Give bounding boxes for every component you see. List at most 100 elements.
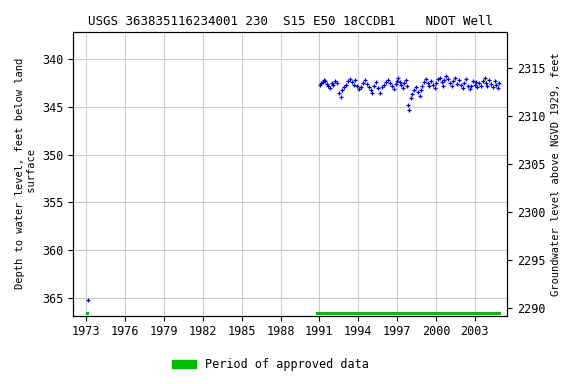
Point — [404, 102, 413, 108]
Point — [402, 83, 411, 89]
Point — [395, 79, 404, 85]
Point — [338, 87, 347, 93]
Point — [353, 83, 362, 89]
Point — [443, 76, 452, 82]
Point — [479, 78, 488, 84]
Point — [349, 81, 358, 88]
Point — [324, 83, 333, 89]
Point — [396, 81, 406, 88]
Point — [473, 83, 482, 89]
Point — [480, 75, 489, 81]
Point — [453, 81, 462, 87]
Point — [406, 95, 415, 101]
Point — [380, 81, 389, 88]
Y-axis label: Depth to water level, feet below land
 surface: Depth to water level, feet below land su… — [15, 58, 37, 290]
Point — [399, 84, 408, 91]
Point — [368, 90, 377, 96]
Point — [475, 79, 484, 86]
Point — [342, 81, 351, 88]
Point — [345, 76, 354, 82]
Point — [484, 77, 494, 83]
Point — [454, 77, 463, 83]
Point — [490, 78, 499, 84]
Point — [477, 83, 486, 89]
Point — [467, 83, 476, 89]
Point — [468, 78, 478, 84]
Point — [405, 106, 414, 113]
Point — [326, 84, 335, 91]
Point — [321, 78, 330, 84]
Point — [384, 77, 393, 83]
Point — [456, 81, 465, 88]
Point — [419, 79, 429, 85]
Point — [317, 79, 326, 86]
Point — [470, 81, 479, 88]
Point — [459, 79, 468, 86]
Point — [392, 78, 401, 84]
Point — [347, 79, 357, 85]
Point — [370, 83, 379, 89]
Point — [438, 83, 448, 89]
Title: USGS 363835116234001 230  S15 E50 18CCDB1    NDOT Well: USGS 363835116234001 230 S15 E50 18CCDB1… — [88, 15, 492, 28]
Point — [354, 86, 363, 93]
Point — [407, 91, 416, 97]
Point — [435, 75, 445, 81]
Point — [416, 87, 426, 93]
Point — [488, 83, 498, 89]
Point — [328, 81, 338, 88]
Point — [418, 83, 427, 89]
Point — [381, 79, 391, 85]
Point — [364, 83, 373, 89]
Point — [358, 79, 367, 86]
Point — [442, 73, 451, 79]
Legend: Period of approved data: Period of approved data — [168, 354, 374, 376]
Point — [447, 83, 456, 89]
Point — [431, 79, 441, 86]
Point — [385, 79, 395, 86]
Bar — [86, 312, 89, 314]
Bar — [316, 312, 501, 314]
Point — [389, 86, 399, 93]
Point — [350, 77, 359, 83]
Point — [472, 79, 481, 85]
Point — [481, 79, 490, 86]
Point — [343, 78, 353, 84]
Point — [413, 89, 422, 95]
Point — [486, 81, 495, 87]
Point — [411, 83, 420, 89]
Point — [319, 77, 328, 83]
Point — [387, 83, 396, 89]
Point — [374, 84, 383, 91]
Point — [391, 81, 400, 87]
Point — [463, 83, 472, 89]
Point — [366, 87, 375, 93]
Point — [427, 78, 436, 84]
Point — [410, 87, 419, 93]
Point — [378, 83, 387, 89]
Point — [493, 84, 502, 91]
Point — [451, 75, 460, 81]
Point — [322, 81, 331, 87]
Point — [433, 76, 442, 82]
Point — [327, 79, 336, 86]
Point — [332, 79, 342, 86]
Point — [430, 84, 439, 91]
Point — [423, 79, 432, 86]
Point — [401, 77, 410, 83]
Point — [376, 90, 385, 96]
Point — [458, 84, 467, 91]
Point — [336, 94, 346, 100]
Point — [330, 78, 339, 84]
Point — [360, 77, 369, 83]
Point — [429, 81, 438, 88]
Point — [318, 79, 327, 85]
Point — [334, 90, 343, 96]
Point — [449, 78, 458, 84]
Point — [83, 297, 92, 303]
Point — [483, 83, 492, 89]
Point — [461, 76, 471, 82]
Point — [465, 86, 474, 93]
Point — [339, 83, 348, 89]
Point — [362, 81, 372, 87]
Point — [415, 93, 425, 99]
